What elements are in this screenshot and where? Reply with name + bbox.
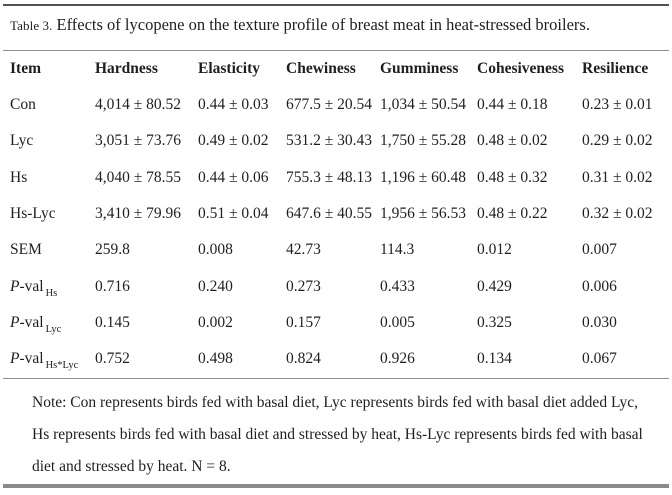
row-label: Con xyxy=(10,96,36,114)
cell-elasticity: 0.008 xyxy=(198,241,233,259)
column-header-hardness: Hardness xyxy=(95,60,158,77)
cell-resilience: 0.29 ± 0.02 xyxy=(582,132,653,150)
cell-gumminess: 1,750 ± 55.28 xyxy=(380,132,467,150)
cell-chewiness: 0.157 xyxy=(286,313,321,331)
table-row-lyc: Lyc 3,051 ± 73.76 0.49 ± 0.02 531.2 ± 30… xyxy=(10,123,664,159)
pval-subscript: Lyc xyxy=(45,324,62,336)
cell-elasticity: 0.240 xyxy=(198,277,233,295)
cell-gumminess: 0.926 xyxy=(380,350,415,368)
cell-elasticity: 0.498 xyxy=(198,350,233,368)
cell-gumminess: 1,034 ± 50.54 xyxy=(380,96,467,114)
row-label: P-val Lyc xyxy=(10,305,95,341)
cell-gumminess: 1,956 ± 56.53 xyxy=(380,205,467,223)
pval-subscript: Hs xyxy=(45,287,58,299)
table-row-pval-lyc: P-val Lyc 0.145 0.002 0.157 0.005 0.325 0… xyxy=(10,305,664,341)
column-header-elasticity: Elasticity xyxy=(198,60,260,77)
cell-hardness: 0.716 xyxy=(95,277,130,295)
cell-elasticity: 0.002 xyxy=(198,313,233,331)
row-label: P-val Hs*Lyc xyxy=(10,341,95,377)
cell-hardness: 0.752 xyxy=(95,350,130,368)
cell-cohesiveness: 0.134 xyxy=(477,350,512,368)
table-caption: Table 3. Effects of lycopene on the textu… xyxy=(10,15,664,35)
table-row-pval-hs: P-val Hs 0.716 0.240 0.273 0.433 0.429 0.… xyxy=(10,268,664,304)
texture-profile-table: Item Hardness Elasticity Chewiness Gummi… xyxy=(10,51,664,377)
cell-chewiness: 0.824 xyxy=(286,350,321,368)
pval-subscript: Hs*Lyc xyxy=(45,360,79,372)
cell-hardness: 4,040 ± 78.55 xyxy=(95,168,182,186)
table-row-pval-hs-lyc: P-val Hs*Lyc 0.752 0.498 0.824 0.926 0.13… xyxy=(10,341,664,377)
cell-chewiness: 647.6 ± 40.55 xyxy=(286,205,373,223)
column-header-gumminess: Gumminess xyxy=(380,60,459,77)
cell-hardness: 3,410 ± 79.96 xyxy=(95,205,182,223)
column-header-resilience: Resilience xyxy=(582,60,649,77)
cell-resilience: 0.31 ± 0.02 xyxy=(582,168,653,186)
table-number-label: Table 3. xyxy=(10,18,53,33)
cell-chewiness: 755.3 ± 48.13 xyxy=(286,168,373,186)
cell-elasticity: 0.49 ± 0.02 xyxy=(198,132,269,150)
caption-divider-rule xyxy=(3,50,669,51)
cell-cohesiveness: 0.48 ± 0.02 xyxy=(477,132,548,150)
cell-resilience: 0.23 ± 0.01 xyxy=(582,96,653,114)
column-header-chewiness: Chewiness xyxy=(286,60,356,77)
row-label: Hs xyxy=(10,168,28,186)
cell-cohesiveness: 0.012 xyxy=(477,241,512,259)
cell-chewiness: 0.273 xyxy=(286,277,321,295)
pval-italic-p: P xyxy=(10,313,20,331)
cell-resilience: 0.006 xyxy=(582,277,617,295)
top-rule xyxy=(3,4,669,6)
pval-italic-p: P xyxy=(10,350,20,368)
cell-hardness: 3,051 ± 73.76 xyxy=(95,132,182,150)
cell-elasticity: 0.44 ± 0.03 xyxy=(198,96,269,114)
cell-resilience: 0.32 ± 0.02 xyxy=(582,205,653,223)
table-row-hs: Hs 4,040 ± 78.55 0.44 ± 0.06 755.3 ± 48.… xyxy=(10,160,664,196)
table-row-con: Con 4,014 ± 80.52 0.44 ± 0.03 677.5 ± 20… xyxy=(10,87,664,123)
table-row-sem: SEM 259.8 0.008 42.73 114.3 0.012 0.007 xyxy=(10,232,664,268)
cell-gumminess: 0.005 xyxy=(380,313,415,331)
cell-cohesiveness: 0.48 ± 0.32 xyxy=(477,168,548,186)
cell-hardness: 259.8 xyxy=(95,241,130,259)
table-caption-text: Effects of lycopene on the texture profi… xyxy=(56,15,590,34)
cell-hardness: 4,014 ± 80.52 xyxy=(95,96,182,114)
bottom-rule xyxy=(3,484,669,488)
cell-cohesiveness: 0.48 ± 0.22 xyxy=(477,205,548,223)
cell-elasticity: 0.44 ± 0.06 xyxy=(198,168,269,186)
row-label: SEM xyxy=(10,241,42,259)
cell-elasticity: 0.51 ± 0.04 xyxy=(198,205,269,223)
footnote-line: Hs represents birds fed with basal diet … xyxy=(32,426,643,443)
row-label: Hs-Lyc xyxy=(10,205,56,223)
cell-gumminess: 0.433 xyxy=(380,277,415,295)
cell-cohesiveness: 0.429 xyxy=(477,277,512,295)
cell-chewiness: 42.73 xyxy=(286,241,321,259)
cell-chewiness: 677.5 ± 20.54 xyxy=(286,96,373,114)
pval-text: -val xyxy=(19,313,44,331)
table-bottom-rule xyxy=(3,378,669,379)
pval-text: -val xyxy=(19,350,44,368)
cell-gumminess: 1,196 ± 60.48 xyxy=(380,168,467,186)
cell-gumminess: 114.3 xyxy=(380,241,415,259)
cell-resilience: 0.067 xyxy=(582,350,617,368)
cell-resilience: 0.007 xyxy=(582,241,617,259)
footnote-line: Note: Con represents birds fed with basa… xyxy=(32,394,639,411)
cell-cohesiveness: 0.325 xyxy=(477,313,512,331)
cell-cohesiveness: 0.44 ± 0.18 xyxy=(477,96,548,114)
table-footnote: Note: Con represents birds fed with basa… xyxy=(32,387,657,483)
pval-italic-p: P xyxy=(10,277,20,295)
table-row-hs-lyc: Hs-Lyc 3,410 ± 79.96 0.51 ± 0.04 647.6 ±… xyxy=(10,196,664,232)
row-label: Lyc xyxy=(10,132,34,150)
cell-chewiness: 531.2 ± 30.43 xyxy=(286,132,373,150)
row-label: P-val Hs xyxy=(10,268,95,304)
footnote-line: diet and stressed by heat. N = 8. xyxy=(32,458,231,475)
table-header-row: Item Hardness Elasticity Chewiness Gummi… xyxy=(10,51,664,87)
column-header-cohesiveness: Cohesiveness xyxy=(477,60,564,77)
column-header-item: Item xyxy=(10,60,41,77)
cell-hardness: 0.145 xyxy=(95,313,130,331)
cell-resilience: 0.030 xyxy=(582,313,617,331)
pval-text: -val xyxy=(19,277,44,295)
